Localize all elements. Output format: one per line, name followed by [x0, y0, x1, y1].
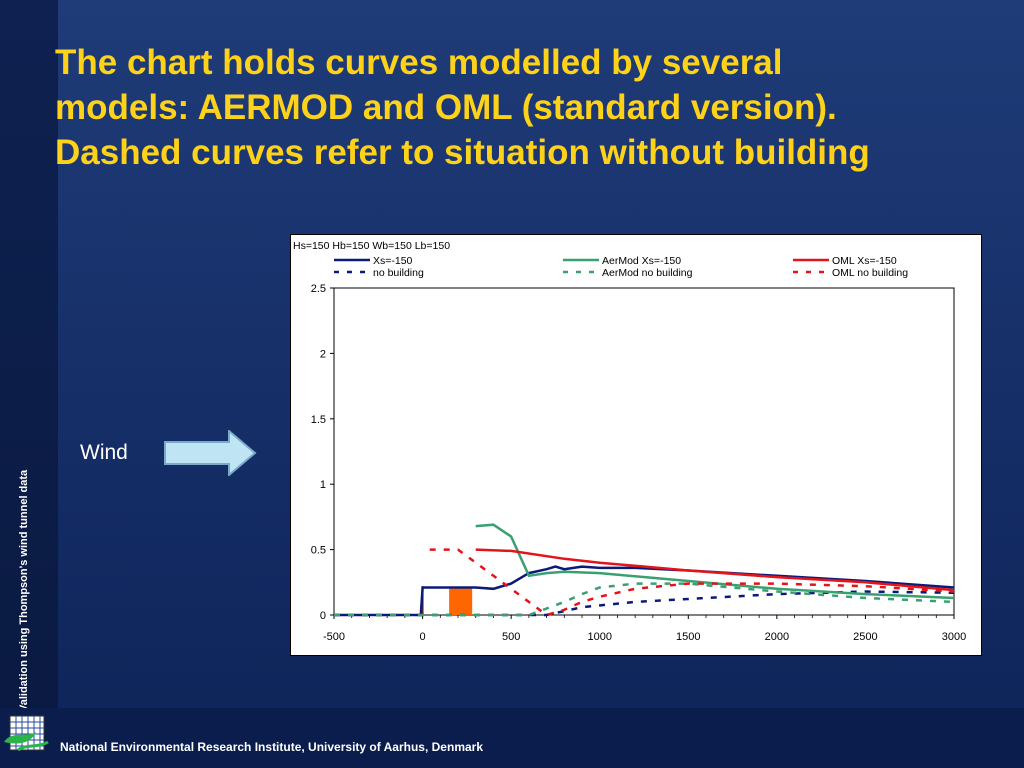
chart-title: Hs=150 Hb=150 Wb=150 Lb=150 [293, 240, 450, 252]
x-tick-label: 0 [420, 631, 426, 643]
x-tick-label: 2500 [853, 631, 877, 643]
series-line-2 [475, 523, 955, 600]
x-tick-label: -500 [323, 631, 345, 643]
sidebar-band [0, 0, 58, 708]
footer-band [0, 708, 1024, 768]
title-line-2: models: AERMOD and OML (standard version… [55, 88, 837, 127]
series-line-5 [429, 548, 955, 617]
x-tick-label: 500 [502, 631, 520, 643]
side-caption: Validation using Thompson's wind tunnel … [18, 469, 30, 712]
legend-label-2: AerMod Xs=-150 [602, 255, 681, 267]
chart-marks [334, 523, 955, 617]
legend-label-3: AerMod no building [602, 267, 693, 279]
title-line-3: Dashed curves refer to situation without… [55, 133, 870, 172]
y-tick-label: 1 [320, 479, 326, 491]
x-tick-label: 3000 [942, 631, 966, 643]
wind-arrow-icon [164, 430, 257, 476]
series-line-1 [334, 590, 955, 617]
plot-area [333, 287, 955, 616]
x-tick-label: 2000 [765, 631, 789, 643]
institute-logo-icon [4, 715, 49, 752]
legend-label-1: no building [373, 267, 424, 279]
footer-text: National Environmental Research Institut… [60, 740, 483, 754]
series-line-4 [475, 548, 955, 592]
y-tick-label: 1.5 [311, 414, 326, 426]
x-tick-label: 1000 [587, 631, 611, 643]
chart-axes: 0 0.5 1 1.5 2 2.5 -500 0 500 1000 1500 2000 2500 3000 [311, 283, 967, 643]
y-tick-label: 2.5 [311, 283, 326, 295]
legend-label-0: Xs=-150 [373, 255, 413, 267]
title-line-1: The chart holds curves modelled by sever… [55, 43, 783, 82]
legend-label-5: OML no building [832, 267, 908, 279]
y-tick-label: 2 [320, 348, 326, 360]
wind-label: Wind [80, 441, 128, 464]
y-tick-label: 0 [320, 610, 326, 622]
x-tick-label: 1500 [676, 631, 700, 643]
series-line-3 [334, 582, 955, 617]
building-marker [449, 587, 473, 615]
legend-label-4: OML Xs=-150 [832, 255, 897, 267]
slide-title: The chart holds curves modelled by sever… [55, 40, 1005, 175]
y-tick-label: 0.5 [311, 545, 326, 557]
